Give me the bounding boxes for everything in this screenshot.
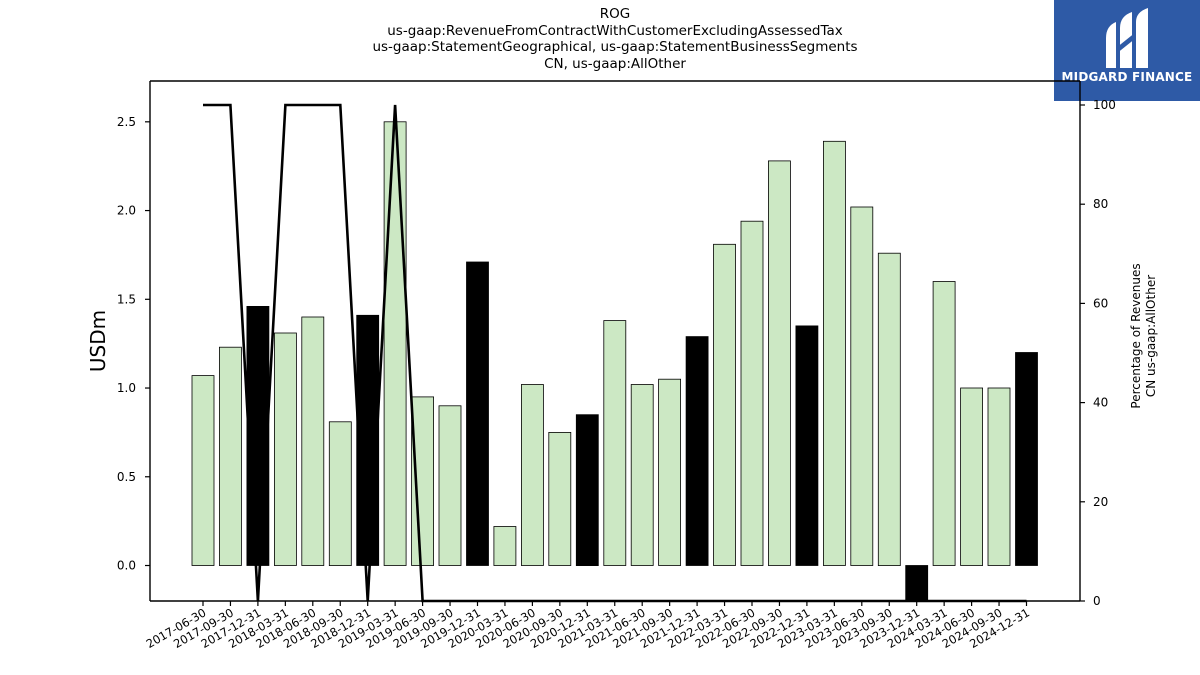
y2-tick-label: 0 [1093,594,1101,608]
bar-2024-03-31 [932,281,956,566]
y2-axis-label-line: CN us-gaap:AllOther [1144,275,1158,397]
bar-2020-09-30 [548,431,572,566]
title-line-1: ROG [599,6,631,22]
y2-tick-label: 80 [1093,197,1108,211]
bar-2021-12-31 [685,336,709,566]
bar-2024-06-30 [960,387,983,566]
bar-2017-06-30 [191,375,215,566]
title-line-4: CN, us-gaap:AllOther [544,55,686,72]
y-tick-label: 2.5 [117,115,136,129]
y-tick-label: 1.0 [117,381,136,395]
y-tick-label: 0.0 [117,559,136,573]
y-axis-label: USDm [86,310,110,372]
bar-2021-06-30 [630,384,654,566]
title-line-3: us-gaap:StatementGeographical, us-gaap:S… [372,39,858,55]
bar-2018-06-30 [301,316,325,566]
y2-tick-label: 20 [1093,495,1108,509]
logo-text: MIDGARD FINANCE [1061,70,1193,84]
bar-2024-12-31 [1015,352,1038,566]
bar-2021-03-31 [603,320,627,566]
bar-2020-12-31 [575,414,599,567]
bar-2020-06-30 [521,384,544,566]
bar-2022-06-30 [740,220,764,566]
midgard-logo: MIDGARD FINANCE [1054,0,1200,101]
y-tick-label: 1.5 [117,292,136,306]
bar-2020-03-31 [493,526,517,566]
bar-2022-12-31 [795,325,819,566]
bar-2022-03-31 [713,243,736,566]
bar-2019-03-31 [383,121,407,566]
bar-2019-09-30 [438,405,462,566]
bar-2018-09-30 [328,421,352,566]
bar-2024-09-30 [987,387,1011,566]
bar-2021-09-30 [658,378,681,566]
bar-2023-06-30 [850,206,874,566]
y-tick-label: 2.0 [117,204,136,218]
bar-2023-03-31 [823,140,846,566]
midgard-logo-icon [1106,8,1148,68]
y2-tick-label: 40 [1093,396,1108,410]
bar-2017-09-30 [218,346,242,566]
bar-2017-12-31 [246,305,270,566]
bar-2022-09-30 [768,160,791,566]
bar-2019-12-31 [466,261,489,566]
bar-2023-09-30 [877,252,901,566]
y2-tick-label: 60 [1093,296,1108,310]
bars-layer [191,121,1038,602]
y2-tick-label: 100 [1093,98,1116,112]
bar-2023-12-31 [905,565,929,602]
chart-title: ROG us-gaap:RevenueFromContractWithCusto… [150,6,1080,72]
y2-axis-label-line: Percentage of Revenues [1129,263,1143,408]
title-line-2: us-gaap:RevenueFromContractWithCustomerE… [387,22,843,39]
bar-2018-03-31 [273,332,297,566]
y-tick-label: 0.5 [117,470,136,484]
